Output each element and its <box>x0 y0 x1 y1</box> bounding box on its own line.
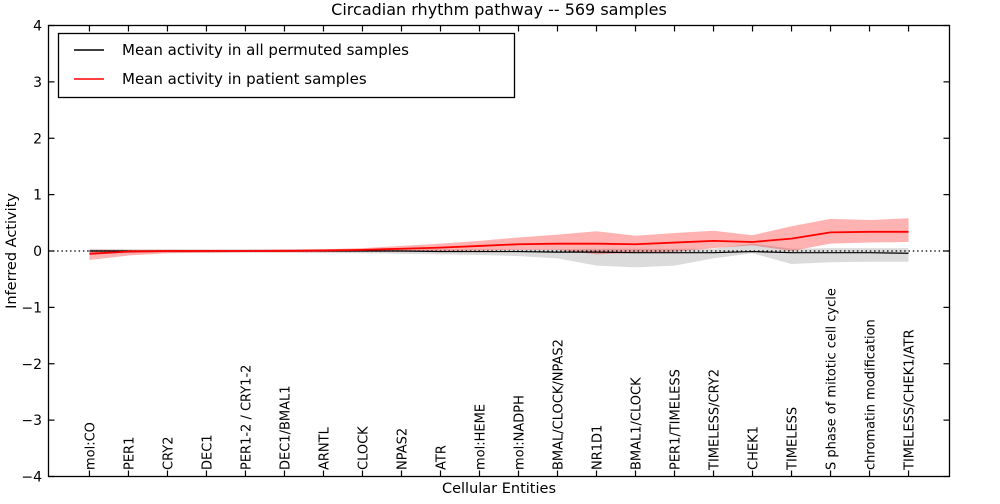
x-tick-label: BMAL/CLOCK/NPAS2 <box>552 339 567 470</box>
y-tick-label: 0 <box>33 244 42 260</box>
x-tick-label: NR1D1 <box>591 425 606 470</box>
x-axis-label: Cellular Entities <box>442 481 556 497</box>
plot-area: 4 3 2 1 0 −1 −2 −3 −4 mol:CO PER1 CRY2 DEC1 PER1-2 / … <box>21 19 951 486</box>
legend: Mean activity in all permuted samples Me… <box>57 32 516 99</box>
y-tick-label: −1 <box>21 300 42 316</box>
x-tick-label: ATR <box>434 445 449 470</box>
x-tick-label: BMAL1/CLOCK <box>630 377 645 470</box>
permuted-confidence-band <box>89 243 909 268</box>
y-axis-label: Inferred Activity <box>4 193 20 309</box>
y-tick-label: −4 <box>21 470 42 486</box>
x-tick-label: NPAS2 <box>395 428 410 470</box>
x-tick-label: CRY2 <box>161 437 176 471</box>
x-tick-label: mol:NADPH <box>513 395 528 470</box>
x-tick-label: PER1/TIMELESS <box>669 369 684 470</box>
x-tick-label: DEC1 <box>200 434 215 470</box>
legend-label-patient: Mean activity in patient samples <box>122 70 367 88</box>
y-tick-label: 2 <box>33 131 42 147</box>
x-tick-label: chromatin modification <box>864 319 879 470</box>
x-tick-label: DEC1/BMAL1 <box>278 386 293 471</box>
x-tick-label: TIMELESS <box>786 407 801 471</box>
y-tick-label: 1 <box>33 188 42 204</box>
x-tick-label: mol:HEME <box>473 404 488 470</box>
x-tick-label: ARNTL <box>317 426 332 470</box>
y-tick-label: 3 <box>33 75 42 91</box>
x-tick-label: TIMELESS/CRY2 <box>708 369 723 471</box>
x-tick-label: CLOCK <box>356 426 371 470</box>
legend-label-permuted: Mean activity in all permuted samples <box>122 41 409 59</box>
x-tick-label: TIMELESS/CHEK1/ATR <box>903 329 918 471</box>
y-tick-label: −2 <box>21 357 42 373</box>
chart-title: Circadian rhythm pathway -- 569 samples <box>331 0 667 19</box>
x-tick-label: PER1 <box>122 437 137 470</box>
x-tick-label: CHEK1 <box>747 426 762 470</box>
y-tick-label: −3 <box>21 413 42 429</box>
y-tick-label: 4 <box>33 19 42 35</box>
legend-box <box>57 32 516 99</box>
x-tick-label: S phase of mitotic cell cycle <box>825 288 840 470</box>
x-tick-label: mol:CO <box>83 422 98 470</box>
patient-confidence-band <box>89 218 909 261</box>
x-tick-label: PER1-2 / CRY1-2 <box>239 365 254 470</box>
patient-mean-line <box>89 230 909 255</box>
